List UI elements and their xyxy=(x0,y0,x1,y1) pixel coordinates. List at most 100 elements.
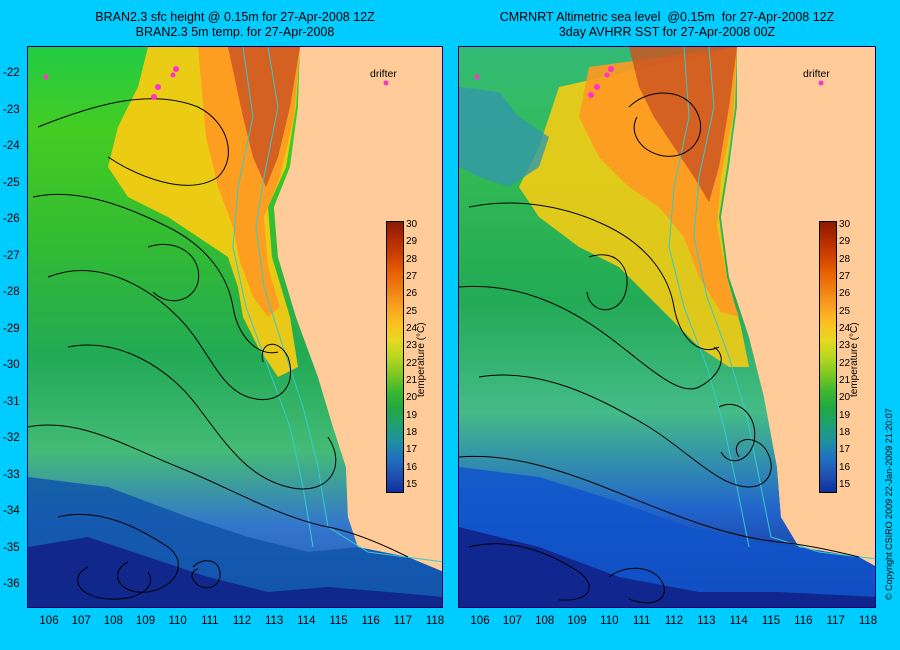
latitude-label: -31 xyxy=(3,395,20,408)
colorbar-tick-label: 28 xyxy=(406,253,418,265)
sea-level-contours xyxy=(28,98,409,600)
sea-level-contours xyxy=(459,92,860,604)
left-longitude-axis: 106 107 108 109 110 111 112 113 114 115 116 117 118 xyxy=(27,615,445,635)
hot-core xyxy=(228,47,300,187)
colorbar-tick-label: 15 xyxy=(839,479,851,490)
right-colorbar xyxy=(819,221,837,493)
colorbar-tick-label: 22 xyxy=(406,357,418,369)
colorbar-tick-label: 16 xyxy=(839,461,851,473)
longitude-label: 118 xyxy=(858,615,878,627)
colorbar-tick-label: 24 xyxy=(839,323,851,334)
colorbar-tick-label: 16 xyxy=(406,461,418,473)
cloud-gap xyxy=(459,87,549,187)
longitude-label: 109 xyxy=(567,615,587,627)
longitude-label: 118 xyxy=(425,615,445,627)
left-sst-map xyxy=(28,47,442,607)
colorbar-tick-label: 15 xyxy=(406,479,418,490)
longitude-label: 117 xyxy=(826,615,845,627)
latitude-label: -33 xyxy=(3,468,20,481)
latitude-label: -27 xyxy=(3,249,20,262)
longitude-label: 109 xyxy=(135,615,156,627)
longitude-label: 116 xyxy=(794,615,813,627)
copyright-notice: © Copyright CSIRO 2009 22-Jan-2009 21:20… xyxy=(884,408,894,600)
right-map-panel: drifter 30 29 28 27 26 25 24 23 22 21 20 19 18 17 16 15… xyxy=(458,46,876,608)
latitude-label: -36 xyxy=(3,578,20,590)
bathymetry-line xyxy=(232,47,314,548)
colorbar-tick-label: 17 xyxy=(406,444,418,456)
longitude-label: 106 xyxy=(470,615,490,627)
cold-water xyxy=(28,537,442,607)
colorbar-tick-label: 18 xyxy=(406,427,418,438)
latitude-label: -22 xyxy=(3,67,20,79)
colorbar-tick-label: 18 xyxy=(839,427,851,438)
colorbar-tick-label: 26 xyxy=(839,288,851,300)
right-colorbar-title: temperature (°C) xyxy=(849,322,860,397)
colorbar-tick-label: 20 xyxy=(406,392,418,404)
longitude-label: 107 xyxy=(502,615,522,627)
colorbar-tick-label: 29 xyxy=(406,236,418,248)
colorbar-tick-label: 19 xyxy=(839,409,851,421)
colorbar-tick-label: 24 xyxy=(406,323,418,334)
longitude-label: 113 xyxy=(264,615,284,627)
colorbar-tick-label: 28 xyxy=(839,253,851,265)
left-map-panel: drifter 30 29 28 27 26 25 24 23 22 21 20 19 18 17 16 15… xyxy=(27,46,443,608)
longitude-label: 110 xyxy=(168,615,187,627)
left-drifter-label: drifter xyxy=(370,68,397,80)
colorbar-tick-label: 19 xyxy=(406,409,418,421)
longitude-label: 108 xyxy=(535,615,555,627)
hot-core xyxy=(629,47,737,202)
colorbar-tick-label: 23 xyxy=(839,340,851,352)
colorbar-tick-label: 29 xyxy=(839,236,851,248)
left-colorbar-title: temperature (°C) xyxy=(416,322,427,397)
colorbar-tick-label: 26 xyxy=(406,288,418,300)
colorbar-tick-label: 17 xyxy=(839,444,851,456)
longitude-label: 116 xyxy=(361,615,380,627)
longitude-label: 111 xyxy=(201,615,219,627)
longitude-label: 106 xyxy=(39,615,59,627)
drifter-tracks xyxy=(474,66,824,98)
longitude-label: 107 xyxy=(71,615,91,627)
latitude-label: -30 xyxy=(3,359,20,371)
colorbar-tick-label: 25 xyxy=(839,305,851,317)
longitude-label: 113 xyxy=(697,615,716,627)
latitude-label: -23 xyxy=(3,103,20,116)
right-drifter-label: drifter xyxy=(803,68,830,80)
right-longitude-axis: 106 107 108 109 110 111 112 113 114 115 116 117 118 xyxy=(458,615,878,635)
latitude-label: -26 xyxy=(3,213,20,225)
colorbar-tick-label: 21 xyxy=(406,375,418,386)
colorbar-tick-label: 30 xyxy=(406,219,418,230)
right-title-line1: CMRNRT Altimetric sea level @0.15m for 2… xyxy=(499,10,835,24)
colorbar-tick-label: 25 xyxy=(406,305,418,317)
colorbar-tick-label: 20 xyxy=(839,392,851,404)
latitude-label: -32 xyxy=(3,432,20,444)
longitude-label: 115 xyxy=(761,615,781,627)
longitude-label: 114 xyxy=(297,615,316,627)
colorbar-tick-label: 22 xyxy=(839,357,851,369)
latitude-label: -25 xyxy=(3,176,20,189)
latitude-axis: -22 -23 -24 -25 -26 -27 -28 -29 -30 -31 -32 -33 -34 -… xyxy=(0,46,27,608)
left-title-line1: BRAN2.3 sfc height @ 0.15m for 27-Apr-20… xyxy=(95,10,375,24)
latitude-label: -24 xyxy=(3,140,20,152)
latitude-label: -28 xyxy=(3,286,20,298)
colorbar-tick-label: 27 xyxy=(406,271,418,282)
longitude-label: 114 xyxy=(729,615,748,627)
bathymetry-line xyxy=(668,47,750,548)
right-sst-map xyxy=(459,47,875,607)
longitude-label: 108 xyxy=(103,615,123,627)
drifter-tracks xyxy=(43,66,389,100)
right-title-line2: 3day AVHRR SST for 27-Apr-2008 00Z xyxy=(558,25,776,39)
bathymetry-line xyxy=(693,47,875,560)
longitude-label: 110 xyxy=(600,615,619,627)
colorbar-tick-label: 23 xyxy=(406,340,418,352)
longitude-label: 111 xyxy=(632,615,651,627)
latitude-label: -34 xyxy=(3,505,20,517)
longitude-label: 112 xyxy=(664,615,684,627)
right-panel-title: CMRNRT Altimetric sea level @0.15m for 2… xyxy=(458,10,876,40)
longitude-label: 115 xyxy=(329,615,348,627)
latitude-label: -29 xyxy=(3,322,20,335)
latitude-label: -35 xyxy=(3,541,20,554)
left-colorbar xyxy=(386,221,404,493)
left-panel-title: BRAN2.3 sfc height @ 0.15m for 27-Apr-20… xyxy=(30,10,440,40)
colorbar-tick-label: 30 xyxy=(839,219,851,230)
cold-water xyxy=(459,527,875,607)
